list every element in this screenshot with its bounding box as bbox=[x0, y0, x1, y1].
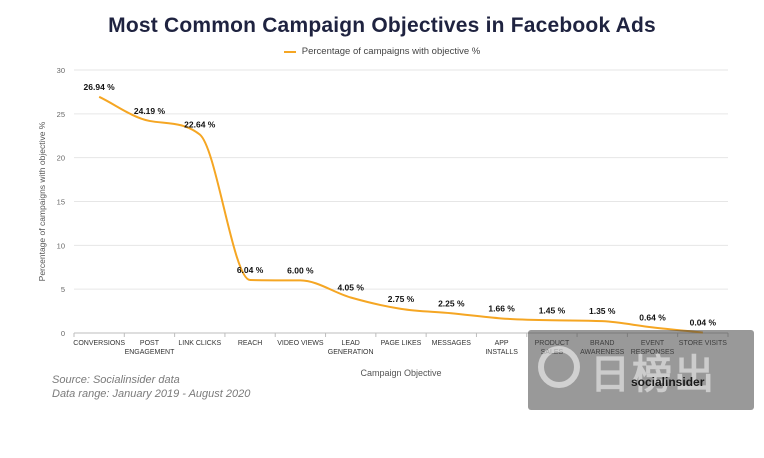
y-tick-label: 30 bbox=[57, 66, 65, 75]
watermark-text: 日榜出海 bbox=[590, 342, 754, 458]
x-tick-label: LINK CLICKS bbox=[178, 340, 221, 347]
data-label: 22.64 % bbox=[184, 120, 216, 130]
data-label: 26.94 % bbox=[84, 82, 116, 92]
date-range-note: Data range: January 2019 - August 2020 bbox=[52, 388, 250, 400]
y-axis-title: Percentage of campaigns with objective % bbox=[37, 121, 47, 281]
data-label: 24.19 % bbox=[134, 106, 166, 116]
y-tick-label: 15 bbox=[57, 198, 65, 207]
x-tick-label: MESSAGES bbox=[432, 340, 472, 347]
data-label: 6.00 % bbox=[287, 265, 314, 275]
data-label: 2.75 % bbox=[388, 294, 415, 304]
y-tick-label: 0 bbox=[61, 329, 65, 338]
y-tick-label: 10 bbox=[57, 241, 65, 250]
x-tick-label: CONVERSIONS bbox=[73, 340, 125, 347]
y-tick-label: 20 bbox=[57, 154, 65, 163]
data-label: 4.05 % bbox=[337, 282, 364, 292]
data-label: 2.25 % bbox=[438, 298, 465, 308]
y-tick-label: 5 bbox=[61, 285, 65, 294]
x-axis-title: Campaign Objective bbox=[360, 368, 441, 378]
x-tick-label: REACH bbox=[238, 340, 263, 347]
x-tick-label: VIDEO VIEWS bbox=[277, 340, 324, 347]
watermark-overlay: 日榜出海 bbox=[528, 330, 754, 410]
y-tick-label: 25 bbox=[57, 110, 65, 119]
x-tick-label: PAGE LIKES bbox=[381, 340, 422, 347]
data-label: 1.45 % bbox=[539, 305, 566, 315]
brand-logo-text: socialinsider bbox=[631, 375, 704, 389]
data-label: 6.04 % bbox=[237, 265, 264, 275]
data-label: 0.64 % bbox=[639, 312, 666, 322]
data-label: 1.66 % bbox=[488, 303, 515, 313]
data-label: 1.35 % bbox=[589, 306, 616, 316]
watermark-logo-icon bbox=[538, 346, 580, 388]
data-label: 0.04 % bbox=[690, 318, 717, 328]
source-note: Source: Socialinsider data bbox=[52, 374, 180, 386]
